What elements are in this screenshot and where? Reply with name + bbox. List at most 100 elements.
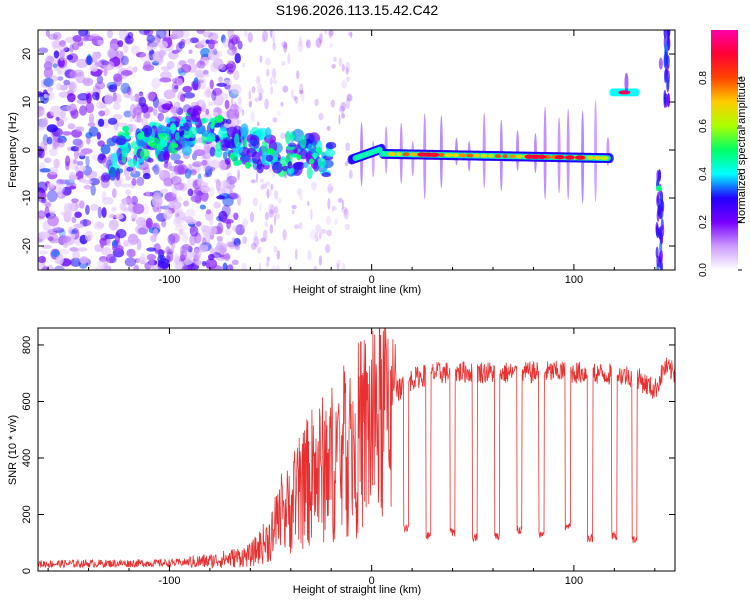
heatmap-cell [325, 141, 337, 150]
heatmap-cell [268, 203, 274, 215]
heatmap-cell [242, 62, 245, 68]
heatmap-cell [297, 187, 303, 196]
heatmap-cell [326, 125, 331, 131]
heatmap-cell [257, 246, 262, 254]
heatmap-cell [98, 110, 106, 117]
heatmap-cell [58, 186, 63, 199]
heatmap-cell [194, 79, 204, 84]
heatmap-cell [269, 30, 273, 38]
heatmap-cell [272, 42, 277, 51]
heatmap-cell [341, 63, 345, 72]
heatmap-cell [70, 108, 79, 119]
heatmap-cell [277, 197, 282, 204]
heatmap-cell [63, 79, 71, 86]
heatmap-cell [129, 111, 134, 123]
heatmap-cell [95, 81, 106, 90]
heatmap-cell [122, 125, 130, 133]
heatmap-cell [43, 67, 54, 79]
heatmap-cell [299, 194, 303, 201]
heatmap-cell [131, 195, 138, 206]
heatmap-cell [305, 40, 309, 47]
heatmap-cell [236, 119, 240, 131]
heatmap-cell [113, 73, 123, 83]
heatmap-cell [277, 110, 281, 116]
heatmap-cell [209, 217, 214, 226]
heatmap-cell [316, 236, 321, 241]
heatmap-cell [233, 70, 240, 81]
heatmap-cell [124, 35, 134, 45]
heatmap-cell [152, 60, 159, 66]
heatmap-cell [224, 252, 231, 262]
heatmap-cell [299, 134, 307, 149]
heatmap-cell [163, 162, 169, 168]
snr-panel: -100 0 100 0 200 400 600 800 Height of straigh… [7, 327, 676, 596]
heatmap-cell [120, 55, 129, 66]
heatmap-cell [52, 139, 57, 151]
heatmap-cell [281, 61, 286, 66]
heatmap-cell [41, 117, 49, 128]
heatmap-cell [79, 105, 88, 116]
heatmap-cell [166, 251, 174, 263]
heatmap-cell [237, 96, 242, 106]
heatmap-cell [345, 142, 351, 152]
heatmap-cell [46, 54, 54, 64]
spectrogram-x-tick-label: -100 [158, 274, 180, 286]
heatmap-cell [320, 229, 327, 234]
heatmap-cell [53, 140, 60, 150]
heatmap-cell [213, 201, 221, 209]
heatmap-cell [199, 204, 207, 210]
heatmap-cell [206, 151, 211, 163]
heatmap-cell [216, 241, 222, 251]
heatmap-cell [488, 153, 494, 158]
heatmap-cell [299, 83, 304, 95]
heatmap-cell [254, 97, 260, 103]
heatmap-cell [69, 44, 74, 53]
heatmap-cell [338, 57, 343, 67]
heatmap-cell [248, 100, 253, 108]
heatmap-cell [59, 49, 66, 58]
heatmap-cell [171, 49, 180, 54]
heatmap-cell [232, 225, 241, 232]
heatmap-cell [230, 84, 242, 95]
heatmap-cell [344, 160, 349, 167]
heatmap-cell [202, 69, 209, 76]
heatmap-cell [299, 89, 304, 95]
heatmap-cell [624, 72, 629, 93]
heatmap-cell [62, 186, 72, 196]
heatmap-cell [123, 239, 129, 247]
heatmap-cell [138, 30, 151, 36]
heatmap-cell [331, 63, 336, 69]
heatmap-cell [307, 201, 310, 207]
heatmap-cell [193, 145, 201, 151]
heatmap-cell [111, 206, 117, 212]
heatmap-cell [176, 78, 183, 86]
heatmap-cell [438, 152, 445, 157]
heatmap-cell [47, 91, 55, 101]
heatmap-cell [232, 45, 235, 57]
heatmap-cell [302, 161, 309, 169]
heatmap-cell [109, 38, 120, 51]
heatmap-cell [502, 154, 508, 159]
heatmap-cell [329, 43, 333, 48]
heatmap-cell [85, 30, 91, 38]
heatmap-cell [208, 39, 215, 50]
heatmap-cell [222, 218, 234, 224]
heatmap-cell [53, 158, 60, 169]
heatmap-cell [250, 242, 257, 250]
spectrogram-x-tick-label: 100 [565, 274, 583, 286]
heatmap-cell [85, 102, 95, 114]
heatmap-cell [224, 99, 230, 110]
heatmap-cell [201, 260, 207, 267]
heatmap-cell [107, 117, 118, 125]
heatmap-cell [168, 232, 181, 243]
heatmap-cell [163, 89, 176, 100]
heatmap-cell [252, 197, 259, 207]
heatmap-cell [72, 249, 80, 261]
heatmap-cell [85, 170, 98, 179]
heatmap-cell [49, 105, 62, 117]
heatmap-cell [243, 30, 248, 38]
heatmap-cell [181, 265, 192, 270]
heatmap-cell [119, 202, 127, 211]
heatmap-cell [282, 85, 289, 93]
heatmap-cell [321, 172, 332, 178]
